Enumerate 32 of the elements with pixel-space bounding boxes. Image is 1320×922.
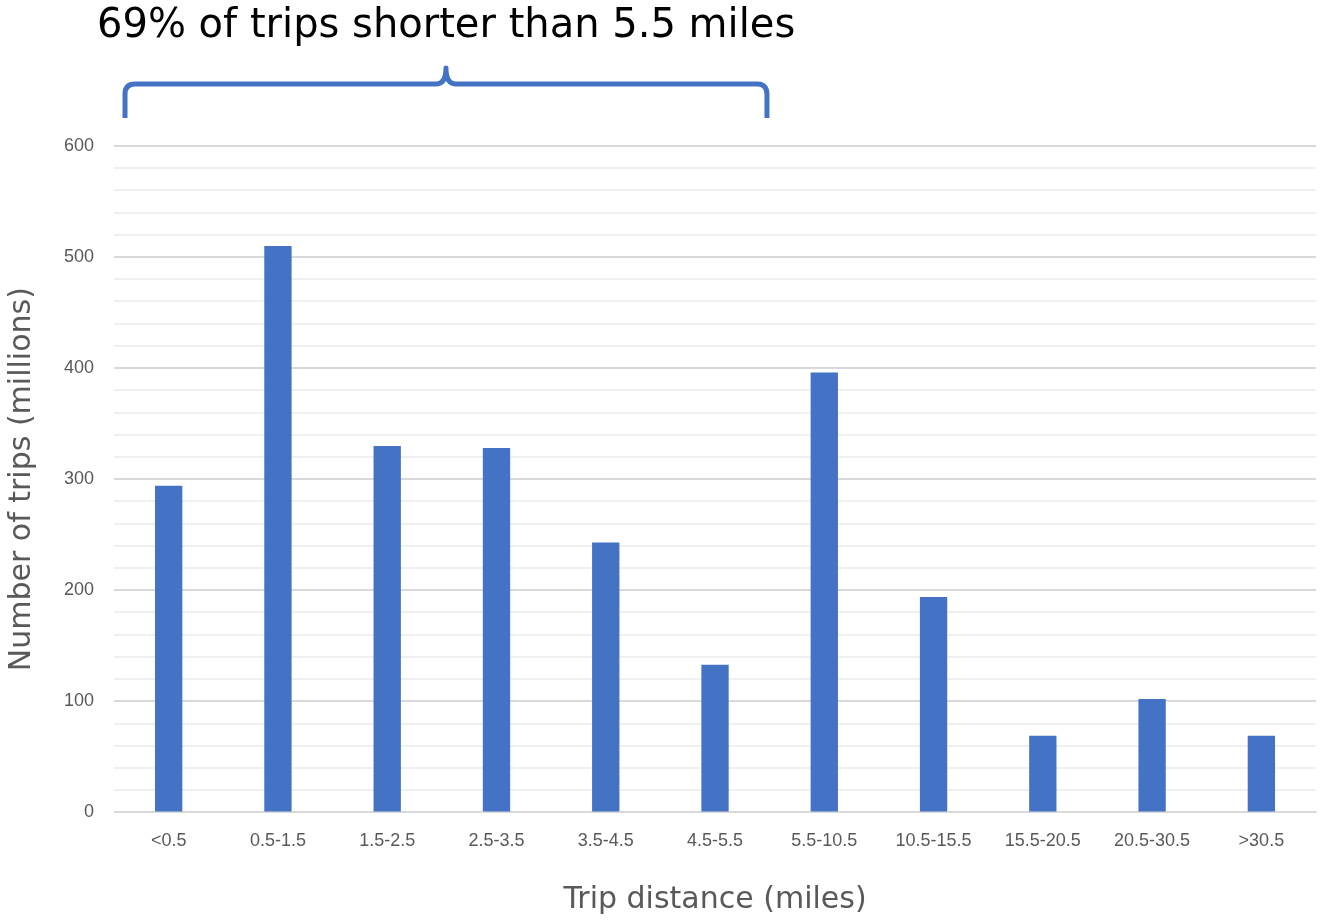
y-axis-title: Number of trips (millions) xyxy=(1,287,37,672)
y-tick-label: 400 xyxy=(63,357,95,378)
bar xyxy=(1138,699,1166,812)
bar xyxy=(155,485,183,812)
y-tick-label: 0 xyxy=(84,801,95,822)
text: 69% of trips shorter than 5.5 miles xyxy=(97,0,796,46)
x-tick-label: 4.5-5.5 xyxy=(686,830,744,851)
y-tick-label: 300 xyxy=(63,468,95,489)
bar xyxy=(810,372,838,812)
y-tick-label: 600 xyxy=(63,134,95,155)
x-tick-label: 15.5-20.5 xyxy=(1004,830,1081,851)
x-tick-label: <0.5 xyxy=(150,830,187,851)
x-tick-label: 10.5-15.5 xyxy=(895,830,972,851)
x-tick-label: 2.5-3.5 xyxy=(468,830,525,851)
x-tick-label: 0.5-1.5 xyxy=(249,830,306,851)
bar xyxy=(482,448,511,812)
bar xyxy=(264,245,292,812)
x-tick-label: 20.5-30.5 xyxy=(1114,830,1191,851)
y-tick-label: 200 xyxy=(63,579,95,600)
x-tick-label: 5.5-10.5 xyxy=(791,830,858,851)
bar xyxy=(919,596,948,812)
x-axis-title: Trip distance (miles) xyxy=(562,879,867,915)
bar xyxy=(1029,735,1057,812)
bar xyxy=(701,664,729,812)
bar xyxy=(373,445,401,812)
y-tick-label: 100 xyxy=(63,690,95,711)
x-tick-label: 3.5-4.5 xyxy=(577,830,634,851)
x-tick-label: >30.5 xyxy=(1238,830,1285,851)
x-tick-label: 1.5-2.5 xyxy=(359,830,416,851)
y-tick-label: 500 xyxy=(63,246,95,267)
bar xyxy=(592,542,620,812)
bar xyxy=(1247,735,1276,812)
